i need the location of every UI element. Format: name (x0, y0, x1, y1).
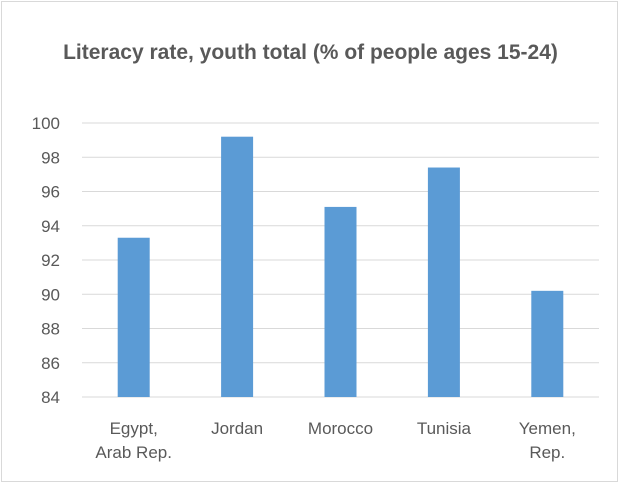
bar (324, 206, 357, 397)
x-category-label: Arab Rep. (95, 443, 172, 462)
y-tick-label: 94 (41, 217, 60, 236)
x-category-label: Jordan (211, 419, 263, 438)
x-category-label: Rep. (529, 443, 565, 462)
y-tick-label: 96 (41, 183, 60, 202)
chart-title: Literacy rate, youth total (% of people … (63, 41, 558, 64)
bar (427, 167, 460, 397)
x-category-label: Tunisia (417, 419, 472, 438)
y-tick-label: 88 (41, 320, 60, 339)
y-tick-label: 84 (41, 388, 60, 407)
y-tick-label: 100 (32, 114, 60, 133)
y-tick-label: 86 (41, 354, 60, 373)
y-tick-label: 98 (41, 148, 60, 167)
y-tick-label: 90 (41, 285, 60, 304)
x-category-label: Morocco (308, 419, 373, 438)
bar (531, 290, 564, 397)
bar (117, 237, 150, 397)
x-category-label: Egypt, (110, 419, 158, 438)
y-tick-label: 92 (41, 251, 60, 270)
x-category-label: Yemen, (519, 419, 576, 438)
bar (221, 136, 254, 397)
